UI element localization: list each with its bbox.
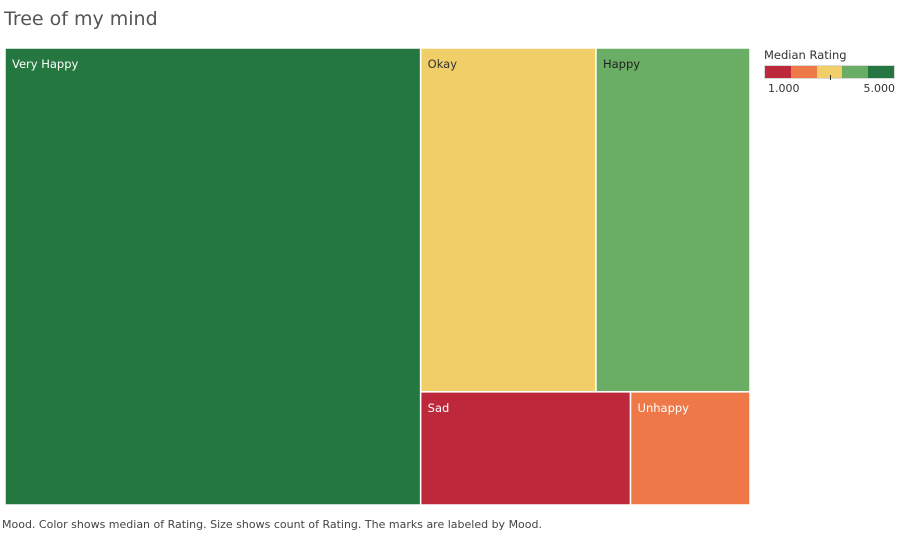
treemap-cell-unhappy[interactable]: Unhappy	[629, 391, 751, 506]
legend-swatch	[790, 66, 817, 78]
color-legend[interactable]: Median Rating 1.000 5.000	[764, 48, 904, 96]
treemap-cell-happy[interactable]: Happy	[595, 47, 751, 393]
treemap-label-unhappy: Unhappy	[638, 401, 690, 415]
treemap-label-happy: Happy	[603, 57, 640, 71]
treemap-cell-okay[interactable]: Okay	[419, 47, 597, 393]
chart-caption: Mood. Color shows median of Rating. Size…	[2, 518, 542, 531]
legend-swatch	[868, 66, 894, 78]
treemap-rect-okay[interactable]	[419, 47, 597, 393]
legend-median-tick	[830, 75, 831, 80]
legend-color-ramp	[764, 65, 895, 80]
treemap-cell-sad[interactable]: Sad	[419, 391, 632, 506]
legend-swatch	[765, 66, 791, 78]
legend-swatch	[842, 66, 869, 78]
treemap-label-very-happy: Very Happy	[12, 57, 79, 71]
treemap-rect-happy[interactable]	[595, 47, 751, 393]
legend-title: Median Rating	[764, 48, 847, 62]
treemap-rect-unhappy[interactable]	[629, 391, 751, 506]
chart-title: Tree of my mind	[4, 8, 158, 30]
legend-max-label: 5.000	[863, 82, 896, 95]
treemap-rect-very-happy[interactable]	[4, 47, 422, 506]
legend-min-label: 1.000	[768, 82, 800, 95]
treemap-cell-very-happy[interactable]: Very Happy	[4, 47, 422, 506]
legend-swatch	[816, 66, 843, 78]
treemap-label-okay: Okay	[428, 57, 458, 71]
legend-labels: 1.000 5.000	[764, 82, 895, 96]
treemap-rect-sad[interactable]	[419, 391, 632, 506]
treemap-label-sad: Sad	[428, 401, 450, 415]
